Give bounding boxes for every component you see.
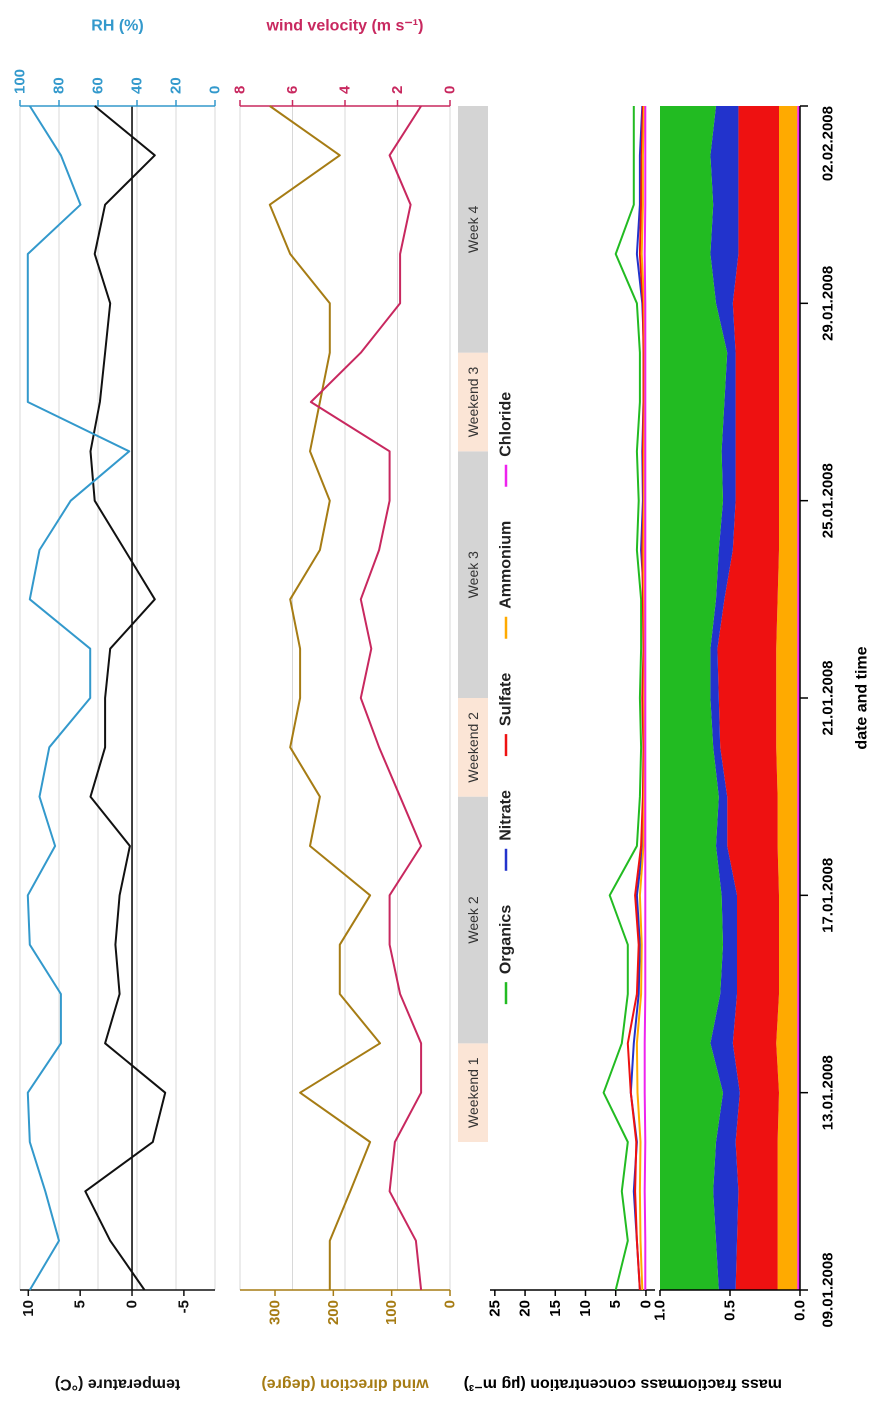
legend-label: Sulfate [498, 673, 515, 726]
y-tick-label: 200 [325, 1300, 342, 1325]
y2-tick-label: 20 [168, 77, 185, 94]
legend: Organics Nitrate Sulfate Ammonium Chloride [498, 392, 515, 1005]
period-label: Week 3 [465, 551, 481, 598]
y-tick-label: 20 [517, 1300, 534, 1317]
y2-tick-label: 8 [232, 86, 249, 94]
period-box [458, 451, 488, 698]
data-line [26, 105, 131, 1291]
data-line [309, 105, 423, 1291]
y-axis-title: temperature (°C) [55, 1376, 181, 1393]
data-line [635, 105, 646, 1291]
y2-tick-label: 80 [51, 77, 68, 94]
y-axis-title: mass concentration (µg m⁻³) [464, 1376, 682, 1393]
y-tick-label: 10 [577, 1300, 594, 1317]
period-box [458, 1043, 488, 1142]
period-label: Week 2 [465, 896, 481, 943]
y2-tick-label: 100 [12, 69, 29, 94]
y2-tick-label: 0 [207, 86, 224, 94]
y-tick-label: 0 [637, 1300, 654, 1308]
data-area [776, 106, 798, 1290]
y2-tick-label: 40 [129, 77, 146, 94]
x-tick-label: 02.02.2008 [820, 106, 837, 181]
period-box [458, 796, 488, 1044]
y2-tick-label: 6 [284, 86, 301, 94]
x-tick-label: 21.01.2008 [820, 660, 837, 735]
x-tick-label: 17.01.2008 [820, 858, 837, 933]
data-line [268, 105, 381, 1290]
period-label: Weekend 1 [465, 1057, 481, 1128]
x-axis-title: date and time [854, 646, 871, 749]
period-label: Weekend 2 [465, 712, 481, 783]
y-tick-label: 25 [486, 1300, 503, 1317]
y-axis-title: wind direction (degre) [261, 1376, 429, 1393]
legend-label: Ammonium [498, 521, 515, 609]
y-tick-label: 100 [383, 1300, 400, 1325]
y-tick-label: 5 [607, 1300, 624, 1308]
y-axis-title: mass fraction [678, 1376, 782, 1393]
y-tick-label: 300 [267, 1300, 284, 1325]
y-tick-label: 15 [547, 1300, 564, 1317]
x-tick-label: 13.01.2008 [820, 1055, 837, 1130]
period-box [458, 105, 488, 353]
data-line [84, 105, 167, 1291]
y2-tick-label: 60 [90, 77, 107, 94]
y-tick-label: 5 [72, 1300, 89, 1308]
data-area [660, 106, 728, 1290]
data-line [643, 106, 647, 1290]
data-area [710, 106, 740, 1290]
y2-axis-title: wind velocity (m s⁻¹) [266, 18, 424, 35]
data-area [717, 106, 779, 1290]
period-box [458, 352, 488, 452]
period-label: Week 4 [465, 206, 481, 253]
y-tick-label: 0 [124, 1300, 141, 1308]
y-tick-label: 1.0 [652, 1300, 669, 1321]
y2-tick-label: 0 [442, 86, 459, 94]
x-tick-label: 25.01.2008 [820, 463, 837, 538]
y-tick-label: 0 [442, 1300, 459, 1308]
y-tick-label: 0.5 [722, 1300, 739, 1321]
data-line [602, 106, 643, 1291]
x-tick-label: 09.01.2008 [820, 1252, 837, 1327]
data-line [626, 105, 645, 1291]
legend-label: Nitrate [498, 790, 515, 841]
y2-axis-title: RH (%) [91, 18, 143, 35]
y-tick-label: -5 [175, 1300, 192, 1313]
legend-label: Organics [498, 905, 515, 974]
y-tick-label: 10 [20, 1300, 37, 1317]
y2-tick-label: 4 [337, 85, 354, 94]
period-box [458, 698, 488, 797]
legend-label: Chloride [498, 392, 515, 457]
y-tick-label: 0.0 [792, 1300, 809, 1321]
period-label: Weekend 3 [465, 367, 481, 438]
x-tick-label: 29.01.2008 [820, 266, 837, 341]
y2-tick-label: 2 [389, 86, 406, 94]
